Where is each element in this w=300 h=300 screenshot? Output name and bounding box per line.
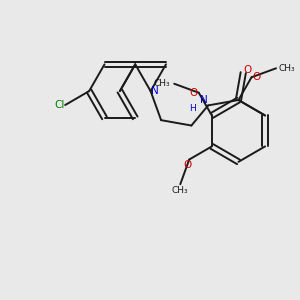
Text: N: N xyxy=(151,86,159,96)
Text: O: O xyxy=(253,72,261,82)
Text: CH₃: CH₃ xyxy=(279,64,296,73)
Text: N: N xyxy=(200,95,208,105)
Text: H: H xyxy=(190,104,196,113)
Text: O: O xyxy=(184,160,192,170)
Text: O: O xyxy=(189,88,198,98)
Text: CH₃: CH₃ xyxy=(154,79,170,88)
Text: O: O xyxy=(244,65,252,75)
Text: Cl: Cl xyxy=(54,100,64,110)
Text: CH₃: CH₃ xyxy=(172,186,189,195)
